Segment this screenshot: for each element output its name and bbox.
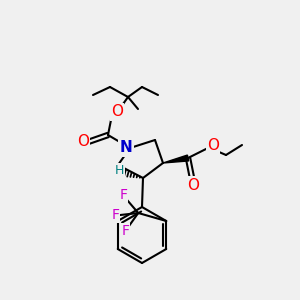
Text: F: F [121, 224, 129, 238]
Text: F: F [119, 188, 127, 202]
Text: O: O [207, 137, 219, 152]
Text: O: O [77, 134, 89, 149]
Polygon shape [163, 155, 189, 163]
Text: F: F [111, 208, 119, 222]
Text: O: O [187, 178, 199, 193]
Text: N: N [120, 140, 132, 155]
Text: O: O [111, 104, 123, 119]
Text: H: H [114, 164, 124, 176]
